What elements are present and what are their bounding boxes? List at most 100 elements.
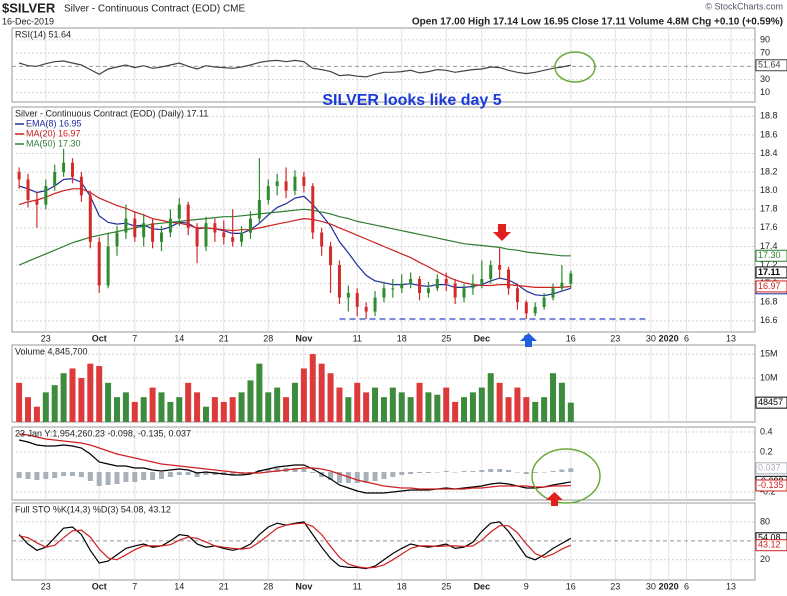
candle-body bbox=[507, 269, 511, 289]
panel-frame bbox=[11, 27, 756, 103]
histogram-bar bbox=[132, 472, 138, 482]
panel: 10M 15M Volume 4,845,700 48457 bbox=[11, 344, 787, 423]
histogram-bar bbox=[310, 472, 316, 473]
candle-body bbox=[151, 223, 155, 242]
value-box bbox=[755, 280, 787, 293]
candle-body bbox=[337, 265, 341, 298]
x-tick-label: 16 bbox=[566, 581, 576, 591]
x-tick-label: Dec bbox=[474, 581, 491, 591]
volume-bar bbox=[51, 385, 58, 422]
candle-body bbox=[364, 306, 368, 312]
histogram-bar bbox=[328, 472, 334, 480]
highlight-ellipse bbox=[554, 51, 596, 83]
candle-body bbox=[435, 279, 439, 289]
y-tick-label: 80 bbox=[760, 516, 770, 526]
histogram-bar bbox=[541, 472, 547, 473]
panel-title: Volume 4,845,700 bbox=[15, 346, 88, 356]
candle-body bbox=[320, 232, 324, 247]
histogram-bar bbox=[532, 472, 538, 473]
legend-entry: EMA(8) 16.95 bbox=[26, 118, 82, 128]
panel-title: Full STO %K(14,3) %D(3) 54.08, 43.12 bbox=[15, 504, 171, 514]
volume-bar bbox=[25, 397, 32, 422]
candle-body bbox=[382, 288, 386, 298]
y-tick-label: 17.4 bbox=[760, 241, 778, 251]
volume-bar bbox=[487, 373, 494, 422]
volume-bar bbox=[211, 397, 218, 422]
candle-body bbox=[462, 288, 466, 298]
y-tick-label: 70 bbox=[760, 47, 770, 57]
x-tick-label: 28 bbox=[263, 581, 273, 591]
candle-body bbox=[115, 232, 119, 247]
volume-bar bbox=[167, 401, 174, 422]
x-tick-label: 23 bbox=[610, 333, 620, 343]
histogram-bar bbox=[506, 470, 512, 472]
volume-bar bbox=[113, 397, 120, 422]
volume-bar bbox=[425, 392, 432, 422]
x-tick-label: 6 bbox=[684, 581, 689, 591]
x-tick-label: 6 bbox=[684, 333, 689, 343]
y-tick-label: 17.2 bbox=[760, 259, 778, 269]
histogram-bar bbox=[372, 472, 378, 481]
volume-bar bbox=[478, 387, 485, 422]
candle-body bbox=[257, 199, 261, 219]
candle-body bbox=[373, 297, 377, 312]
candle-body bbox=[133, 218, 137, 238]
candle-body bbox=[204, 223, 208, 247]
volume-bar bbox=[558, 382, 565, 422]
candle-body bbox=[17, 172, 21, 180]
histogram-bar bbox=[363, 472, 369, 483]
x-tick-label: 23 bbox=[41, 581, 51, 591]
volume-bar bbox=[532, 401, 539, 422]
volume-bar bbox=[140, 397, 147, 422]
histogram-bar bbox=[443, 471, 449, 472]
x-tick-label: Nov bbox=[295, 333, 312, 343]
volume-bar bbox=[541, 397, 548, 422]
series-line bbox=[18, 522, 572, 569]
x-tick-label: 23 bbox=[41, 333, 51, 343]
y-tick-label: 30 bbox=[760, 74, 770, 84]
histogram-bar bbox=[497, 469, 503, 472]
volume-bar bbox=[496, 382, 503, 422]
x-tick-label: 25 bbox=[441, 333, 451, 343]
volume-bar bbox=[16, 382, 23, 422]
histogram-bar bbox=[25, 472, 31, 479]
candle-body bbox=[515, 288, 519, 303]
y-tick-label: 16.8 bbox=[760, 297, 778, 307]
candle-body bbox=[35, 199, 39, 205]
x-tick-label: 28 bbox=[263, 333, 273, 343]
candle-body bbox=[444, 279, 448, 284]
volume-bar bbox=[149, 387, 156, 422]
volume-bar bbox=[514, 387, 521, 422]
candle-body bbox=[248, 218, 252, 233]
histogram-bar bbox=[265, 469, 271, 472]
candle-body bbox=[302, 176, 306, 187]
candle-body bbox=[26, 179, 30, 200]
volume-bar bbox=[96, 366, 103, 422]
volume-bar bbox=[176, 397, 183, 422]
x-tick-label: 21 bbox=[219, 333, 229, 343]
histogram-bar bbox=[568, 468, 574, 472]
panel-frame bbox=[11, 502, 756, 581]
histogram-bar bbox=[141, 472, 147, 480]
histogram-bar bbox=[78, 472, 84, 477]
histogram-bar bbox=[461, 471, 467, 472]
candle-body bbox=[471, 283, 475, 289]
volume-bar bbox=[265, 392, 272, 422]
candle-body bbox=[311, 186, 315, 233]
value-box bbox=[755, 396, 787, 409]
histogram-bar bbox=[274, 468, 280, 472]
volume-bar bbox=[363, 392, 370, 422]
histogram-bar bbox=[194, 472, 200, 477]
candle-body bbox=[391, 288, 395, 290]
histogram-bar bbox=[150, 472, 156, 480]
y-tick-label: 16.6 bbox=[760, 315, 778, 325]
x-tick-label: Oct bbox=[92, 581, 107, 591]
volume-bar bbox=[318, 363, 325, 422]
volume-bar bbox=[416, 382, 423, 422]
value-box bbox=[755, 462, 787, 475]
x-tick-label: 11 bbox=[353, 581, 362, 591]
legend-entry: MA(20) 16.97 bbox=[26, 128, 81, 138]
x-tick-label: 16 bbox=[566, 333, 576, 343]
volume-bar bbox=[105, 382, 112, 422]
